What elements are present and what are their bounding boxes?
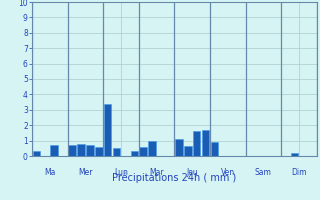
Text: Ma: Ma: [44, 168, 55, 177]
Bar: [175, 139, 183, 156]
Text: Jeu: Jeu: [186, 168, 198, 177]
Text: Ven: Ven: [221, 168, 235, 177]
Bar: [104, 104, 111, 156]
Bar: [211, 142, 218, 156]
Bar: [68, 145, 76, 156]
Text: Mer: Mer: [78, 168, 93, 177]
Bar: [193, 131, 200, 156]
Bar: [95, 147, 102, 156]
Bar: [86, 145, 94, 156]
X-axis label: Précipitations 24h ( mm ): Précipitations 24h ( mm ): [112, 173, 236, 183]
Text: Sam: Sam: [255, 168, 272, 177]
Bar: [148, 141, 156, 156]
Bar: [113, 148, 120, 156]
Bar: [77, 144, 85, 156]
Bar: [51, 145, 58, 156]
Bar: [140, 147, 147, 156]
Bar: [291, 153, 298, 156]
Bar: [184, 146, 192, 156]
Bar: [33, 151, 40, 156]
Text: Mar: Mar: [149, 168, 164, 177]
Bar: [131, 151, 138, 156]
Bar: [202, 130, 209, 156]
Text: Dim: Dim: [291, 168, 307, 177]
Text: Lun: Lun: [114, 168, 128, 177]
